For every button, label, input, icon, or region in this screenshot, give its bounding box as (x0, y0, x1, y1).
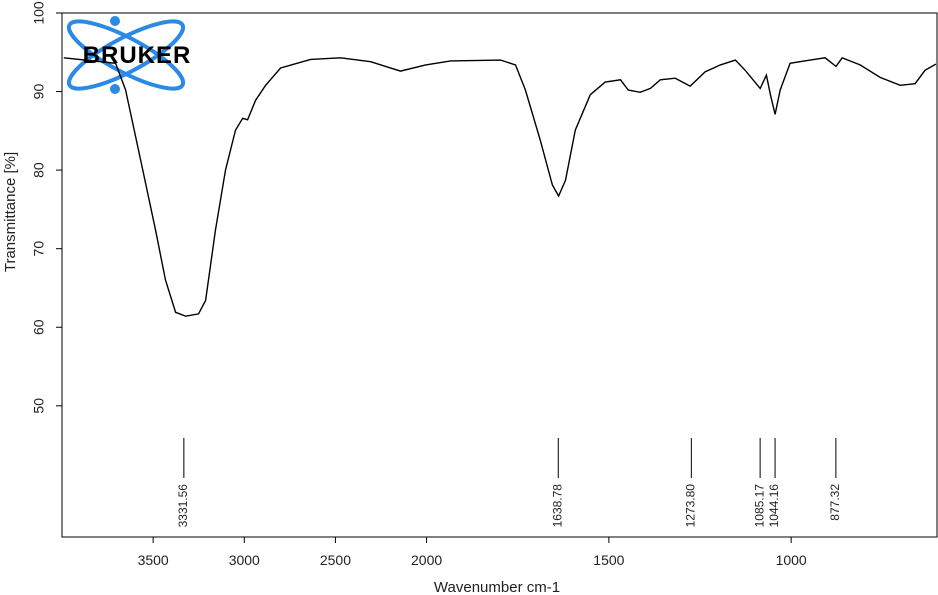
y-tick-label: 90 (31, 84, 47, 100)
logo: BRUKER (66, 16, 192, 94)
logo-dot (110, 16, 120, 26)
peak-label: 1044.16 (767, 484, 781, 528)
peak-label: 1273.80 (684, 484, 698, 528)
logo-text: BRUKER (83, 42, 192, 69)
y-tick-label: 100 (31, 1, 47, 25)
y-tick-label: 80 (31, 162, 47, 178)
x-tick-label: 2500 (320, 552, 351, 568)
x-tick-label: 3000 (229, 552, 260, 568)
logo-dot (110, 84, 120, 94)
y-tick-label: 60 (31, 319, 47, 335)
x-tick-label: 2000 (411, 552, 442, 568)
spectrum-line (63, 56, 937, 317)
x-tick-label: 1500 (593, 552, 624, 568)
y-tick-label: 70 (31, 241, 47, 257)
x-axis-label: Wavenumber cm-1 (434, 579, 560, 595)
x-tick-label: 1000 (776, 552, 807, 568)
peak-label: 877.32 (828, 484, 842, 521)
peak-label: 1085.17 (752, 484, 766, 528)
logo-orbit (66, 19, 186, 91)
peak-label: 1638.78 (550, 484, 564, 528)
y-tick-label: 50 (31, 398, 47, 414)
y-axis-label: Transmittance [%] (2, 152, 19, 272)
peak-label: 3331.56 (176, 484, 190, 528)
plot-frame (61, 12, 938, 538)
x-tick-label: 3500 (138, 552, 169, 568)
